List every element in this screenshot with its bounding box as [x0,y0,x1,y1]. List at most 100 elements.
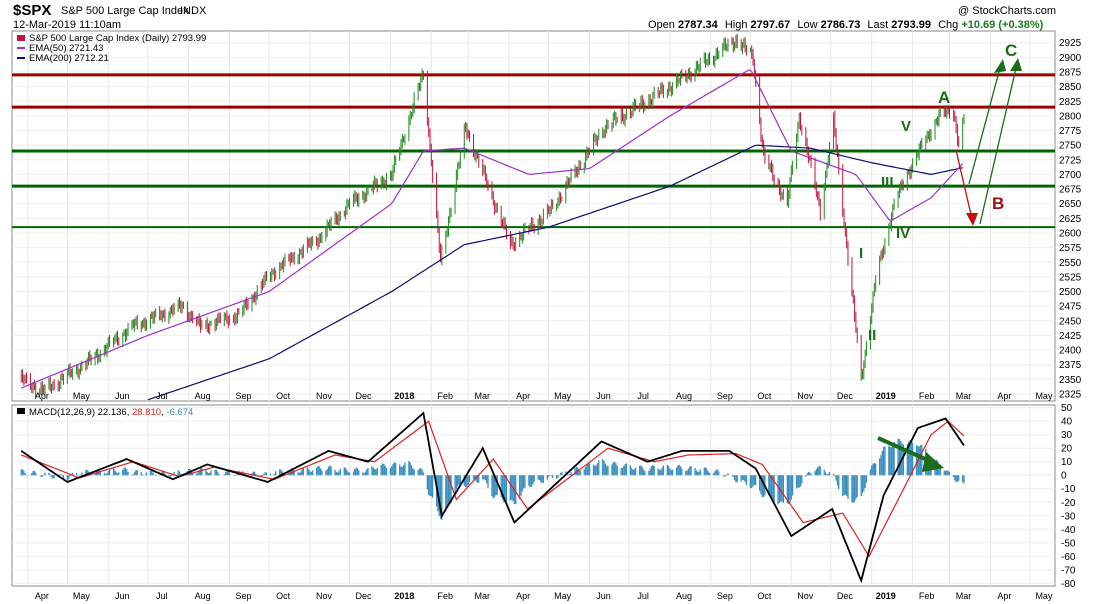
wave-label-a: A [938,88,950,107]
instrument-name: S&P 500 Large Cap Index [61,5,189,17]
price-y-tick-label: 2550 [1059,258,1082,269]
macd-panel-frame [11,404,1056,587]
arrow-to-c-2 [979,67,1017,225]
price-x-tick-label: Feb [919,391,935,401]
wave-label-v: V [901,118,911,135]
arrow-to-b [955,149,973,220]
wave-label-ii: II [868,327,876,344]
price-legend: S&P 500 Large Cap Index (Daily) 2793.99 … [17,33,206,64]
price-panel-frame [11,30,1056,402]
price-x-tick-label: Nov [316,391,333,401]
price-y-tick-label: 2375 [1059,360,1082,371]
price-y-tick-label: 2325 [1059,389,1082,400]
price-y-tick-label: 2525 [1059,272,1082,283]
price-x-tick-label: Aug [195,391,211,401]
macd-y-axis: 50 40 30 20 10 0 -10 -20 -30 -40 -50 -60 -70 -80 [1061,403,1076,590]
chart-header: $SPX S&P 500 Large Cap Index INDX 12-Mar… [13,2,1056,31]
datetime: 12-Mar-2019 11:10am [13,19,121,31]
price-y-tick-label: 2500 [1059,287,1082,298]
wave-label-c: C [1005,41,1017,60]
price-y-tick-label: 2350 [1059,375,1082,386]
macd-x-tick-label: 2019 [876,591,896,601]
arrow-to-b-head [966,213,978,226]
macd-divergence-arrow-head [922,452,944,472]
price-y-tick-label: 2575 [1059,243,1082,254]
price-y-axis: 2325 2350 2375 2400 2425 2450 2475 2500 2525 2550… [1059,38,1082,400]
arrow-to-c-1 [968,67,1001,185]
symbol: $SPX [13,2,51,19]
price-x-tick-label: Sep [717,391,733,401]
price-y-tick-label: 2600 [1059,228,1082,239]
macd-x-tick-label: Aug [676,591,692,601]
price-y-tick-label: 2675 [1059,185,1082,196]
macd-y-tick-label: -60 [1061,552,1076,563]
price-y-tick-label: 2925 [1059,38,1082,49]
price-x-tick-label: May [554,391,572,401]
wave-labels: A B C V III IV I II [859,41,1017,344]
price-y-tick-label: 2750 [1059,141,1082,152]
macd-x-tick-label: May [1035,591,1053,601]
macd-x-tick-label: 2018 [394,591,414,601]
price-x-tick-label: Jul [637,391,649,401]
macd-x-tick-label: Dec [356,591,373,601]
price-x-tick-label: Mar [956,391,972,401]
macd-x-tick-label: Nov [316,591,333,601]
macd-x-tick-label: Apr [35,591,49,601]
wave-projection-arrows [877,58,1022,472]
macd-x-tick-label: Oct [276,591,291,601]
price-y-tick-label: 2425 [1059,331,1082,342]
legend-macd-swatch [17,408,25,414]
wave-label-i: I [859,245,863,262]
macd-x-tick-label: Mar [474,591,490,601]
macd-y-tick-label: -40 [1061,525,1076,536]
price-x-tick-label: 2018 [394,391,414,401]
watermark: @ StockCharts.com [958,5,1056,17]
ema200-line [147,144,963,401]
price-bars [20,33,965,398]
price-y-tick-label: 2800 [1059,111,1082,122]
price-x-tick-label: Apr [35,391,49,401]
macd-y-tick-label: -30 [1061,511,1076,522]
price-y-tick-label: 2775 [1059,126,1082,137]
macd-x-axis: Apr May Jun Jul Aug Sep Oct Nov Dec 2018 Feb Mar Apr… [35,591,1053,601]
price-x-tick-label: Dec [837,391,854,401]
price-x-tick-label: Oct [276,391,291,401]
macd-x-tick-label: Apr [516,591,530,601]
price-y-tick-label: 2700 [1059,170,1082,181]
macd-legend: MACD(12,26,9) 22.136, 28.810, -6.674 [17,407,193,418]
price-y-tick-label: 2650 [1059,199,1082,210]
price-gridlines [12,31,1055,401]
wave-label-b: B [992,194,1004,213]
macd-x-tick-label: Oct [757,591,772,601]
arrow-to-c-2-head [1010,58,1022,71]
price-x-tick-label: Dec [356,391,373,401]
price-y-tick-label: 2625 [1059,214,1082,225]
price-x-tick-label: Aug [676,391,692,401]
macd-y-tick-label: -20 [1061,498,1076,509]
legend-price: S&P 500 Large Cap Index (Daily) 2793.99 [29,33,206,44]
price-y-tick-label: 2450 [1059,316,1082,327]
macd-y-tick-label: -70 [1061,565,1076,576]
macd-y-tick-label: -80 [1061,579,1076,590]
price-y-tick-label: 2875 [1059,67,1082,78]
macd-y-tick-label: 30 [1061,430,1073,441]
price-y-tick-label: 2900 [1059,53,1082,64]
price-y-tick-label: 2400 [1059,346,1082,357]
macd-y-tick-label: 50 [1061,403,1073,414]
macd-y-tick-label: -10 [1061,484,1076,495]
price-y-tick-label: 2850 [1059,82,1082,93]
macd-x-tick-label: Aug [195,591,211,601]
macd-x-tick-label: Apr [997,591,1011,601]
price-x-tick-label: Jun [115,391,130,401]
ohlc-readout: Open 2787.34 High 2797.67 Low 2786.73 La… [648,19,1044,31]
legend-macd: MACD(12,26,9) 22.136, 28.810, -6.674 [29,407,193,418]
legend-price-swatch [17,35,25,41]
price-x-tick-label: Jul [156,391,168,401]
price-x-tick-label: May [1035,391,1053,401]
price-y-tick-label: 2725 [1059,155,1082,166]
price-x-tick-label: Apr [997,391,1011,401]
macd-x-tick-label: Jun [115,591,130,601]
wave-label-iii: III [881,174,894,191]
ema50-line [20,69,964,389]
